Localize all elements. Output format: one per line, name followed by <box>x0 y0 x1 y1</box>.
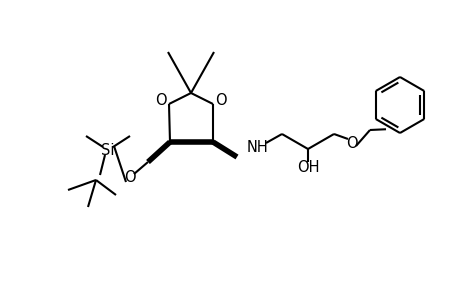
Text: O: O <box>124 170 135 185</box>
Text: Si: Si <box>101 142 114 158</box>
Text: NH: NH <box>246 140 269 154</box>
Text: O: O <box>215 92 226 107</box>
Text: O: O <box>155 92 167 107</box>
Text: O: O <box>346 136 357 151</box>
Text: OH: OH <box>296 160 319 175</box>
